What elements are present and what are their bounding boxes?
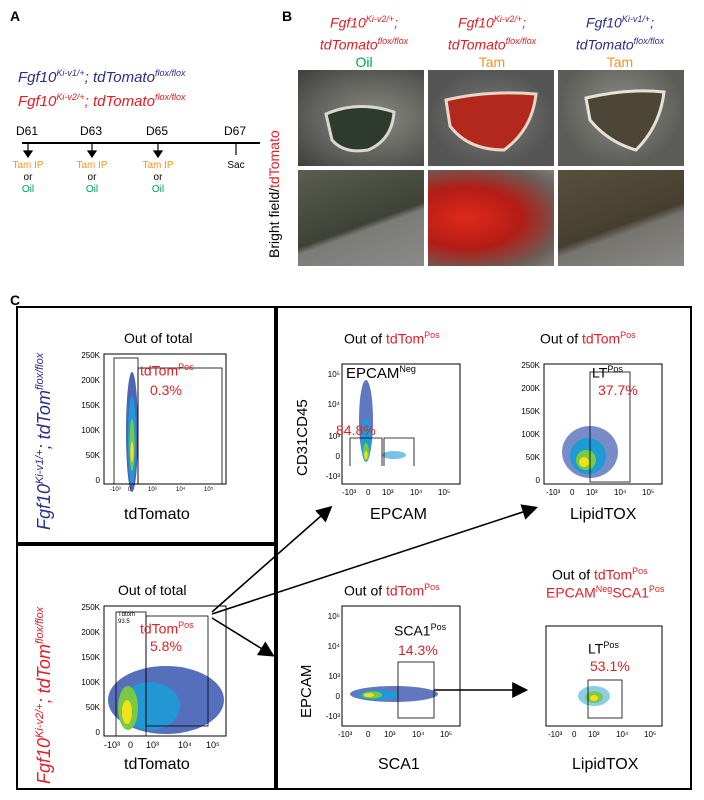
timeline-day-d63: D63 bbox=[80, 124, 103, 138]
timeline-day-d67: D67 bbox=[224, 124, 247, 138]
plot6-title: Out of tdTomPos bbox=[552, 566, 648, 583]
micrograph-tam-v2-low-mag bbox=[428, 70, 554, 166]
plot2-ylabel: CD31CD45 bbox=[294, 399, 311, 476]
panel-b-letter: B bbox=[282, 8, 293, 24]
panel-a-letter: A bbox=[10, 8, 21, 24]
plot2-gate-pct: 84.8% bbox=[336, 422, 376, 438]
plot2-title: Out of tdTomPos bbox=[344, 330, 440, 347]
plot2-gate-label: EPCAMNeg bbox=[346, 364, 416, 382]
panel-c-v2-box bbox=[16, 544, 276, 790]
micrograph-tam-v1-low-mag bbox=[558, 70, 684, 166]
micrograph-oil-high-mag bbox=[298, 170, 424, 266]
plot6-subtitle: EPCAMNegSCA1Pos bbox=[546, 584, 665, 601]
plot6-gate-label: LTPos bbox=[588, 640, 619, 657]
plot6-xlabel: LipidTOX bbox=[572, 756, 639, 773]
panel-a-genotype-v2: Fgf10Ki-v2/+; tdTomatoflox/flox bbox=[18, 92, 186, 110]
plot1-title: Out of total bbox=[124, 330, 193, 346]
micrograph-tam-v1-high-mag bbox=[558, 170, 684, 266]
treatment-d63: Tam IP or Oil bbox=[76, 160, 108, 195]
timeline-axis bbox=[22, 142, 260, 144]
plot5-ylabel: EPCAM bbox=[298, 664, 315, 718]
plot6-gate-pct: 53.1% bbox=[590, 658, 630, 674]
plot4-small-gate: Tdtom 93.5 bbox=[118, 612, 136, 625]
plot5-xlabel: SCA1 bbox=[378, 756, 420, 773]
plot3-xlabel: LipidTOX bbox=[570, 506, 637, 523]
panel-c-letter: C bbox=[10, 292, 21, 308]
timeline-day-d61: D61 bbox=[16, 124, 39, 138]
micrograph-oil-low-mag bbox=[298, 70, 424, 166]
plot4-title: Out of total bbox=[118, 582, 187, 598]
plot3-title: Out of tdTomPos bbox=[540, 330, 636, 347]
plot1-gate-pct: 0.3% bbox=[150, 382, 182, 398]
plot4-xlabel: tdTomato bbox=[124, 756, 190, 773]
treatment-d61: Tam IP or Oil bbox=[12, 160, 44, 195]
plot4-gate-pct: 5.8% bbox=[150, 638, 182, 654]
panel-b-col2-header: Fgf10Ki-v2/+; tdTomatoflox/flox Tam bbox=[447, 14, 537, 71]
timeline-arrows bbox=[22, 143, 237, 159]
plot5-gate-label: SCA1Pos bbox=[394, 622, 447, 639]
panel-a-genotype-v1: Fgf10Ki-v1/+; tdTomatoflox/flox bbox=[18, 68, 186, 86]
micrograph-tam-v2-high-mag bbox=[428, 170, 554, 266]
plot1-gate-label: tdTomPos bbox=[140, 362, 194, 379]
treatment-d65: Tam IP or Oil bbox=[142, 160, 174, 195]
plot3-gate-label: LTPos bbox=[592, 364, 623, 381]
plot4-gate-label: tdTomPos bbox=[140, 620, 194, 637]
timeline-day-d65: D65 bbox=[146, 124, 169, 138]
panel-b-col3-header: Fgf10Ki-v1/+; tdTomatoflox/flox Tam bbox=[575, 14, 665, 71]
plot2-xlabel: EPCAM bbox=[370, 506, 427, 523]
plot5-gate-pct: 14.3% bbox=[398, 642, 438, 658]
plot1-xlabel: tdTomato bbox=[124, 506, 190, 523]
plot3-gate-pct: 37.7% bbox=[598, 382, 638, 398]
panel-c-v1-box bbox=[16, 306, 276, 544]
sacrifice-d67: Sac bbox=[227, 160, 245, 171]
plot5-title: Out of tdTomPos bbox=[344, 582, 440, 599]
panel-b-col1-header: Fgf10Ki-v2/+; tdTomatoflox/flox Oil bbox=[319, 14, 409, 71]
panel-c-main-box bbox=[276, 306, 692, 790]
